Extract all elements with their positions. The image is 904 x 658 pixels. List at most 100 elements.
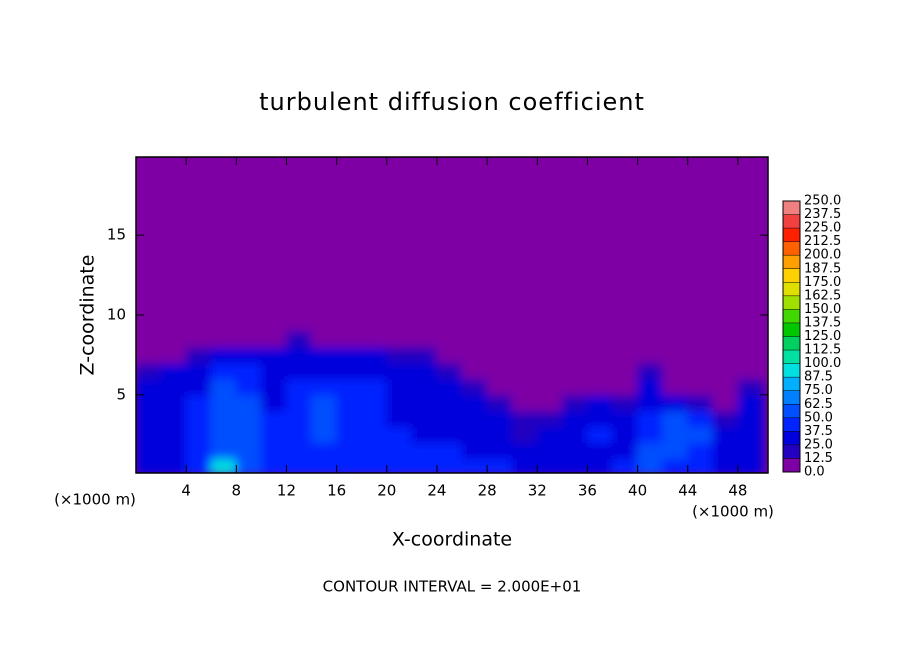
colorbar-label: 175.0	[804, 275, 841, 290]
x-tick-label: 20	[377, 482, 396, 500]
cell	[737, 314, 764, 332]
cell	[687, 394, 714, 412]
cell	[712, 410, 739, 428]
cell	[386, 410, 413, 428]
cell	[160, 394, 187, 412]
cell	[260, 426, 287, 444]
cell	[235, 410, 262, 428]
cell	[436, 378, 463, 396]
cell	[235, 362, 262, 380]
cell	[737, 378, 764, 396]
cell	[536, 394, 563, 412]
colorbar-label: 75.0	[804, 383, 833, 398]
cell	[712, 394, 739, 412]
cell	[561, 442, 588, 460]
cell	[586, 314, 614, 332]
cell	[185, 410, 212, 428]
cell	[637, 330, 664, 348]
cell	[185, 330, 212, 348]
cell	[662, 346, 689, 364]
colorbar-swatch	[783, 228, 800, 242]
cell	[561, 362, 588, 380]
cell	[436, 410, 463, 428]
cell	[586, 362, 614, 380]
cell	[737, 330, 764, 348]
x-unit-label: (×1000 m)	[54, 491, 136, 509]
cell	[612, 362, 639, 380]
cell	[311, 458, 338, 473]
cell	[687, 314, 714, 332]
cell	[285, 378, 313, 396]
cell	[311, 362, 338, 380]
cell	[461, 410, 488, 428]
cell	[561, 426, 588, 444]
cell	[461, 394, 488, 412]
cell	[511, 410, 538, 428]
cell	[361, 394, 388, 412]
cell	[436, 346, 463, 364]
cell	[612, 330, 639, 348]
cell	[436, 314, 463, 332]
cell	[486, 458, 513, 473]
cell	[411, 394, 438, 412]
colorbar-label: 250.0	[804, 194, 841, 209]
y-axis-label: Z-coordinate	[77, 255, 99, 376]
cell	[712, 362, 739, 380]
cell	[361, 410, 388, 428]
colorbar-label: 25.0	[804, 437, 833, 452]
cell	[561, 394, 588, 412]
cell	[160, 378, 187, 396]
cell	[461, 330, 488, 348]
cell	[136, 458, 162, 473]
cell	[637, 394, 664, 412]
cell	[737, 410, 764, 428]
cell	[511, 426, 538, 444]
cell	[712, 442, 739, 460]
cell	[461, 442, 488, 460]
x-tick-label: 32	[528, 482, 547, 500]
cell	[136, 346, 162, 364]
colorbar-swatch	[783, 390, 800, 405]
chart-title: turbulent diffusion coefficient	[259, 88, 645, 116]
cell	[336, 362, 363, 380]
cell	[662, 458, 689, 473]
y-tick-label: 5	[116, 385, 126, 403]
cell	[136, 426, 162, 444]
colorbar-label: 125.0	[804, 329, 841, 344]
cell	[210, 394, 237, 412]
cell	[436, 330, 463, 348]
y-tick-label: 10	[107, 306, 126, 324]
cell	[361, 362, 388, 380]
cell	[612, 410, 639, 428]
cell	[662, 426, 689, 444]
cell	[436, 362, 463, 380]
cell	[712, 378, 739, 396]
cell	[486, 346, 513, 364]
cell	[612, 314, 639, 332]
cell	[712, 330, 739, 348]
cell	[386, 426, 413, 444]
colorbar-label: 150.0	[804, 302, 841, 317]
cell	[136, 442, 162, 460]
x-tick-label: 44	[678, 482, 697, 500]
cell	[160, 362, 187, 380]
cell	[511, 362, 538, 380]
cell	[436, 442, 463, 460]
cell	[511, 378, 538, 396]
cell	[361, 426, 388, 444]
cell	[160, 458, 187, 473]
colorbar-swatch	[783, 336, 800, 351]
colorbar-label: 187.5	[804, 261, 841, 276]
cell	[386, 314, 413, 332]
colorbar-swatch	[783, 417, 800, 432]
cell	[260, 394, 287, 412]
cell	[235, 378, 262, 396]
colorbar-label: 225.0	[804, 221, 841, 236]
cell	[536, 442, 563, 460]
cell	[285, 346, 313, 364]
cell	[260, 314, 287, 332]
cell	[612, 458, 639, 473]
cell	[136, 314, 162, 332]
cell	[511, 442, 538, 460]
axes: 4 8 12 16 20 24 28 32 36 40 44 48510150.012.525.037…	[107, 157, 841, 500]
